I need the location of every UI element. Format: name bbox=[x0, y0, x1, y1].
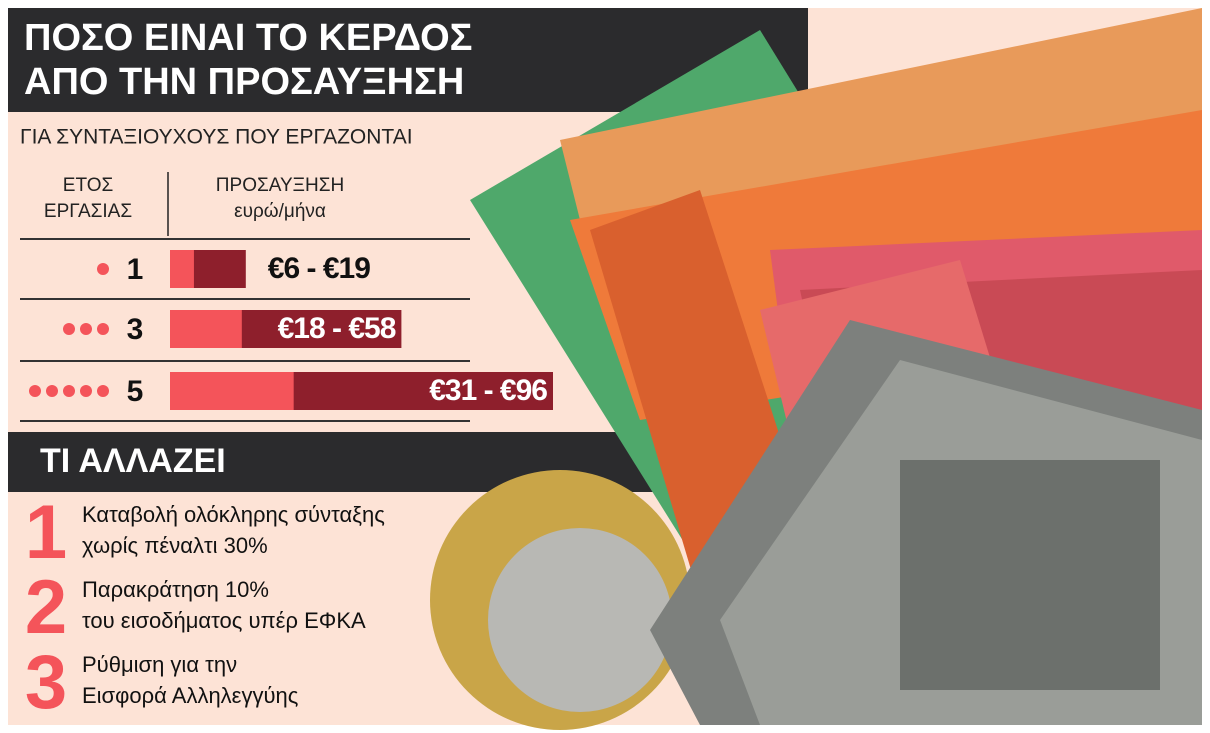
dot bbox=[63, 385, 75, 397]
category-label: 3 bbox=[127, 313, 144, 346]
category-label: 5 bbox=[127, 375, 144, 408]
dot bbox=[80, 385, 92, 397]
dot bbox=[80, 323, 92, 335]
column-header: ΕΡΓΑΣΙΑΣ bbox=[44, 201, 132, 222]
value-label: €18 - €58 bbox=[278, 312, 396, 345]
bar-min bbox=[170, 310, 242, 348]
bar-min bbox=[170, 372, 294, 410]
column-header: ευρώ/μήνα bbox=[234, 201, 326, 222]
row-divider bbox=[20, 420, 470, 422]
dot bbox=[29, 385, 41, 397]
dot bbox=[97, 263, 109, 275]
dot bbox=[97, 323, 109, 335]
value-label: €6 - €19 bbox=[268, 252, 370, 285]
item-text: Ρύθμιση για την bbox=[82, 652, 237, 677]
title: ΑΠΟ ΤΗΝ ΠΡΟΣΑΥΞΗΣΗ bbox=[24, 61, 464, 103]
photo bbox=[430, 8, 1202, 730]
item-number: 1 bbox=[25, 490, 67, 575]
item-text: Καταβολή ολόκληρης σύνταξης bbox=[82, 502, 385, 527]
row-divider bbox=[20, 298, 470, 300]
item-text: χωρίς πέναλτι 30% bbox=[82, 533, 268, 558]
column-header: ΠΡΟΣΑΥΞΗΣΗ bbox=[216, 175, 344, 196]
item-text: του εισοδήματος υπέρ ΕΦΚΑ bbox=[82, 608, 366, 633]
item-text: Παρακράτηση 10% bbox=[82, 577, 269, 602]
dot bbox=[63, 323, 75, 335]
column-header: ΕΤΟΣ bbox=[63, 175, 113, 196]
dot bbox=[97, 385, 109, 397]
row-divider bbox=[20, 360, 470, 362]
item-text: Εισφορά Αλληλεγγύης bbox=[82, 683, 298, 708]
bar-min bbox=[170, 250, 194, 288]
category-label: 1 bbox=[127, 253, 144, 286]
item-number: 2 bbox=[25, 565, 67, 650]
section-title: ΤΙ ΑΛΛΑΖΕΙ bbox=[40, 442, 226, 480]
title: ΠΟΣΟ ΕΙΝΑΙ ΤΟ ΚΕΡΔΟΣ bbox=[24, 17, 472, 59]
value-label: €31 - €96 bbox=[429, 374, 547, 407]
subtitle: ΓΙΑ ΣΥΝΤΑΞΙΟΥΧΟΥΣ ΠΟΥ ΕΡΓΑΖΟΝΤΑΙ bbox=[20, 126, 413, 149]
item-number: 3 bbox=[25, 640, 67, 725]
dot bbox=[46, 385, 58, 397]
row-divider bbox=[20, 238, 470, 240]
